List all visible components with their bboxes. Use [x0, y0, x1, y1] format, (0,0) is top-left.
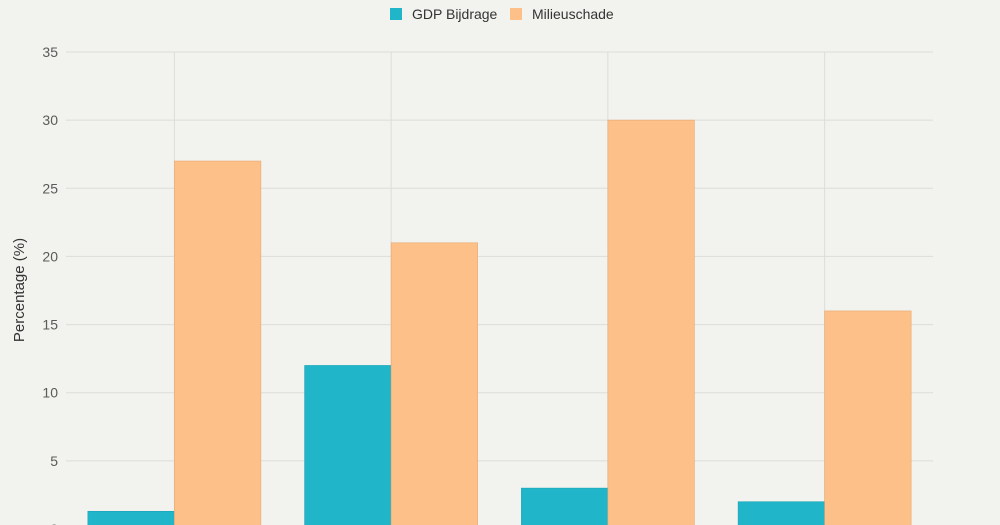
y-tick-label: 0: [50, 521, 58, 525]
bar-gdp-bijdrage: [737, 501, 825, 525]
bar-milieuschade: [607, 119, 695, 525]
legend-swatch: [390, 8, 402, 20]
bar-gdp-bijdrage: [87, 510, 175, 525]
y-axis-ticks: 0 5 10 15 20 25 30 35: [42, 44, 58, 525]
y-tick-label: 25: [42, 180, 58, 196]
y-tick-label: 30: [42, 112, 58, 128]
bar-milieuschade: [174, 160, 262, 525]
y-tick-label: 5: [50, 453, 58, 469]
y-tick-label: 15: [42, 317, 58, 333]
bar-gdp-bijdrage: [521, 487, 609, 525]
legend: GDP Bijdrage Milieuschade: [390, 6, 614, 22]
legend-label: Milieuschade: [532, 6, 614, 22]
legend-label: GDP Bijdrage: [412, 6, 498, 22]
bar-gdp-bijdrage: [304, 365, 392, 525]
y-tick-label: 20: [42, 248, 58, 264]
y-tick-label: 10: [42, 385, 58, 401]
y-tick-label: 35: [42, 44, 58, 60]
bar-milieuschade: [390, 242, 478, 525]
y-axis-label: Percentage (%): [11, 238, 28, 342]
bars: [87, 119, 912, 525]
legend-swatch: [510, 8, 522, 20]
bar-milieuschade: [824, 310, 912, 525]
